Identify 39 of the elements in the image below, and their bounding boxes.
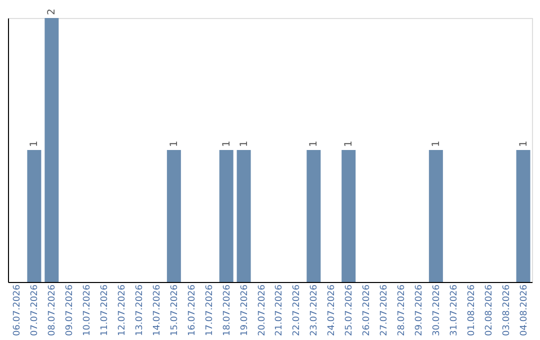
x-tick-label: 10.07.2026 [82, 284, 93, 336]
data-label: 1 [344, 140, 355, 147]
x-tick-label: 18.07.2026 [222, 284, 232, 336]
x-tick-label: 13.07.2026 [135, 284, 145, 336]
x-tick-label: 22.07.2026 [292, 284, 302, 336]
x-tick-label: 25.07.2026 [344, 284, 355, 336]
data-label: 1 [238, 140, 250, 147]
x-tick-label: 29.07.2026 [414, 284, 424, 336]
x-tick-label: 15.07.2026 [170, 284, 180, 336]
x-tick-label: 03.08.2026 [502, 284, 512, 336]
x-tick-label: 31.07.2026 [449, 284, 460, 336]
x-tick-label: 08.07.2026 [48, 284, 58, 336]
data-label: 1 [221, 140, 232, 147]
data-label: 2 [46, 8, 58, 15]
x-tick-label: 24.07.2026 [327, 284, 338, 336]
x-tick-label: 19.07.2026 [240, 284, 250, 336]
x-tick-label: 17.07.2026 [204, 284, 215, 336]
data-label: 1 [29, 140, 40, 147]
x-tick-label: 27.07.2026 [380, 284, 390, 336]
x-tick-label: 12.07.2026 [118, 284, 128, 336]
x-tick-label: 02.08.2026 [484, 284, 494, 336]
x-tick-label: 07.07.2026 [30, 284, 40, 336]
x-tick-label: 14.07.2026 [152, 284, 162, 336]
x-tick-label: 30.07.2026 [432, 284, 442, 336]
data-label: 1 [518, 140, 530, 147]
x-tick-label: 20.07.2026 [257, 284, 268, 336]
x-tick-label: 16.07.2026 [187, 284, 198, 336]
x-tick-label: 21.07.2026 [274, 284, 285, 336]
x-tick-label: 11.07.2026 [100, 284, 110, 336]
x-tick-label: 23.07.2026 [310, 284, 320, 336]
data-label: 1 [168, 140, 180, 147]
x-tick-label: 04.08.2026 [519, 284, 530, 336]
x-tick-label: 06.07.2026 [12, 284, 23, 336]
x-tick-label: 28.07.2026 [397, 284, 407, 336]
x-tick-label: 01.08.2026 [466, 284, 477, 336]
data-label: 1 [308, 140, 320, 147]
x-tick-label: 26.07.2026 [362, 284, 372, 336]
x-tick-label: 09.07.2026 [65, 284, 76, 336]
data-label: 1 [430, 140, 442, 147]
